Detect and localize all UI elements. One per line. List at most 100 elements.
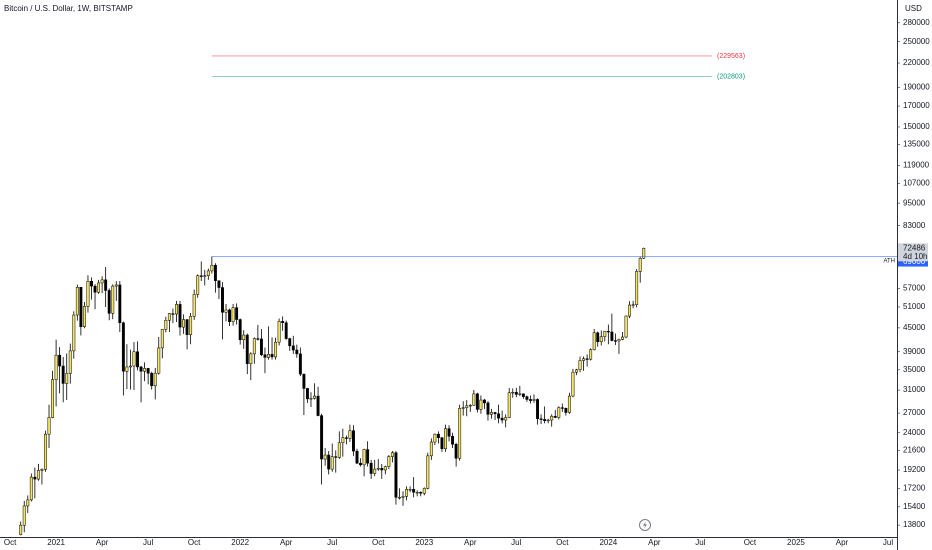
level-label: (229563) [717, 53, 745, 60]
y-tick-label: 280000 [903, 18, 930, 27]
candle-body [429, 441, 433, 457]
x-tick-label: Jul [143, 538, 153, 547]
candle-body [334, 456, 338, 458]
candle-body [196, 275, 200, 295]
x-tick-label: Apr [280, 538, 293, 547]
candle-body [621, 336, 624, 340]
candle-body [93, 285, 97, 293]
candle-body [61, 365, 65, 384]
candle-body [624, 315, 628, 338]
candle-body [419, 492, 423, 494]
candle-body [100, 279, 104, 284]
candle-body [313, 395, 316, 399]
candle-body [497, 413, 501, 419]
chart-title: Bitcoin / U.S. Dollar, 1W, BITSTAMP [4, 4, 133, 13]
candle-body [525, 396, 529, 400]
candle-body [352, 430, 355, 452]
candle-body [440, 437, 444, 450]
y-tick-label: 250000 [903, 37, 930, 46]
candle-body [107, 290, 111, 314]
candle-body [284, 322, 288, 339]
icon-circle [639, 519, 651, 531]
candle-body [54, 354, 58, 380]
candle-body [337, 442, 341, 458]
candle-body [217, 280, 221, 288]
candle-body [228, 309, 232, 322]
y-tick-label: 13800 [903, 520, 926, 529]
y-tick-label: 45000 [903, 323, 926, 332]
candle-body [167, 313, 171, 321]
candle-body [355, 450, 359, 464]
candle-body [171, 313, 175, 315]
candle-body [436, 433, 440, 438]
candle-body [199, 275, 203, 277]
candle-body [277, 321, 281, 343]
x-tick-label: 2023 [415, 538, 433, 547]
x-tick-label: Oct [744, 538, 757, 547]
candle-body [546, 419, 550, 422]
candle-body [376, 468, 380, 470]
y-tick-label: 21600 [903, 445, 926, 454]
candle-body [192, 294, 196, 317]
candle-body [132, 351, 136, 367]
candle-body [447, 428, 451, 437]
candle-body [164, 319, 168, 330]
candle-body [401, 496, 405, 498]
candle-body [316, 395, 320, 416]
candle-body [599, 336, 603, 343]
icon-bolt [643, 521, 647, 529]
candle-body [341, 437, 345, 444]
candle-body [274, 341, 278, 358]
candle-body [104, 279, 108, 291]
candle-body [539, 418, 543, 420]
candle-body [472, 393, 476, 406]
candle-body [373, 468, 377, 474]
candle-body [231, 307, 235, 322]
y-tick-label: 27000 [903, 408, 926, 417]
candle-body [160, 329, 164, 349]
candle-body [288, 338, 292, 347]
candle-body [44, 433, 47, 470]
level-label: ATH [883, 259, 895, 265]
candle-body [72, 314, 76, 352]
candle-body [603, 330, 607, 337]
candle-body [26, 499, 30, 507]
candle-body [610, 331, 614, 341]
y-tick-label: 190000 [903, 83, 930, 92]
candle-body [256, 338, 260, 340]
y-tick-label: 35000 [903, 365, 926, 374]
candle-body [221, 287, 224, 313]
candle-body [189, 316, 193, 335]
candle-body [606, 330, 610, 333]
candle-body [82, 306, 86, 328]
candle-body [390, 452, 394, 457]
candle-body [642, 248, 646, 259]
x-tick-label: Oct [4, 538, 17, 547]
candle-body [383, 466, 387, 471]
candle-body [242, 334, 246, 341]
x-tick-label: Oct [556, 538, 569, 547]
candle-body [557, 407, 561, 418]
candle-body [359, 462, 362, 466]
candle-body [302, 373, 306, 389]
candle-body [458, 407, 462, 459]
candle-body [235, 307, 239, 320]
candle-body [398, 497, 401, 499]
candle-body [68, 350, 72, 374]
candle-body [22, 505, 26, 526]
candle-body [366, 449, 370, 464]
candle-body [628, 304, 632, 317]
candle-body [118, 284, 122, 323]
candle-body [486, 402, 490, 415]
countdown-label: 4d 10h [903, 252, 927, 261]
candle-body [136, 351, 139, 368]
candle-body [521, 393, 525, 397]
x-tick-label: 2024 [599, 538, 617, 547]
candle-body [97, 282, 101, 293]
x-tick-label: Jul [695, 538, 705, 547]
candle-body [468, 405, 472, 407]
candle-body [613, 340, 617, 342]
candle-body [270, 354, 274, 358]
candle-body [638, 257, 642, 272]
